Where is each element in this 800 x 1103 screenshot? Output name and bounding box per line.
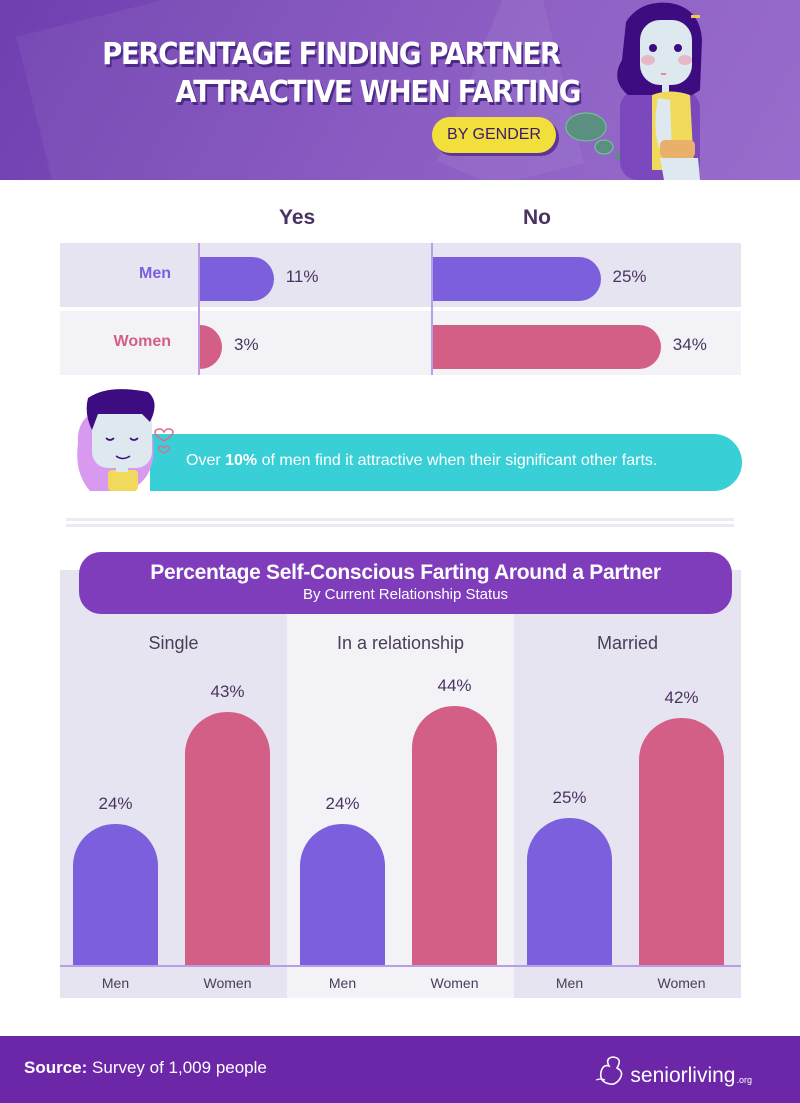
by-gender-badge: BY GENDER bbox=[432, 117, 556, 153]
column-header-yes: Yes bbox=[279, 206, 316, 229]
footer: Source: Survey of 1,009 people seniorliv… bbox=[0, 1036, 800, 1103]
title-line-2: ATTRACTIVE WHEN FARTING bbox=[175, 75, 581, 110]
value-label-women-0: 43% bbox=[210, 682, 245, 702]
x-label-men-1: Men bbox=[328, 975, 357, 991]
bar-men-1 bbox=[300, 823, 385, 965]
callout-text: Over 10% of men find it attractive when … bbox=[186, 452, 657, 470]
source-label: Source: bbox=[24, 1058, 88, 1077]
value-label-women-2: 42% bbox=[664, 688, 699, 708]
chart-title: Percentage Self-Conscious Farting Around… bbox=[150, 561, 661, 584]
divider bbox=[66, 518, 734, 521]
header-banner: PERCENTAGE FINDING PARTNER ATTRACTIVE WH… bbox=[0, 0, 800, 180]
logo-text: seniorliving bbox=[630, 1064, 736, 1087]
page-title: PERCENTAGE FINDING PARTNER ATTRACTIVE WH… bbox=[65, 36, 581, 112]
x-label-women-0: Women bbox=[203, 975, 252, 991]
chart-title-box: Percentage Self-Conscious Farting Around… bbox=[79, 552, 732, 614]
callout-prefix: Over bbox=[186, 452, 226, 469]
value-yes-men: 11% bbox=[285, 267, 319, 286]
bar-no-women bbox=[433, 325, 661, 369]
bar-women-1 bbox=[412, 706, 497, 965]
row-women: Women 3% 34% bbox=[60, 311, 741, 375]
title-line-1: PERCENTAGE FINDING PARTNER bbox=[102, 37, 561, 72]
chart-baseline bbox=[60, 965, 741, 967]
group-label-married: Married bbox=[596, 633, 658, 653]
logo-tld: .org bbox=[736, 1075, 752, 1085]
callout-suffix: of men find it attractive when their sig… bbox=[257, 452, 658, 469]
group-label-single: Single bbox=[148, 633, 199, 653]
value-label-men-2: 25% bbox=[552, 788, 587, 807]
bar-women-2 bbox=[639, 718, 724, 965]
man-illustration-icon bbox=[77, 389, 174, 491]
source-note: Source: Survey of 1,009 people bbox=[24, 1058, 267, 1078]
callout-highlight: 10% bbox=[225, 452, 258, 469]
value-label-men-0: 24% bbox=[98, 793, 133, 813]
butterfly-logo-icon bbox=[596, 1056, 623, 1085]
group-label-relationship: In a relationship bbox=[336, 633, 465, 653]
seniorliving-logo[interactable]: seniorliving .org bbox=[593, 1054, 752, 1088]
chart-subtitle: By Current Relationship Status bbox=[302, 586, 509, 603]
x-label-women-2: Women bbox=[657, 975, 706, 991]
row-men: Men 11% 25% bbox=[60, 243, 741, 307]
x-label-men-0: Men bbox=[101, 975, 130, 991]
heart-icon bbox=[154, 428, 174, 454]
bar-men-0 bbox=[73, 823, 158, 965]
row-label-men: Men bbox=[139, 265, 171, 282]
bar-women-0 bbox=[185, 712, 270, 965]
value-no-women: 34% bbox=[672, 335, 707, 354]
fart-cloud-icon bbox=[565, 112, 627, 160]
x-label-women-1: Women bbox=[430, 975, 479, 991]
value-label-women-1: 44% bbox=[437, 676, 472, 696]
value-yes-women: 3% bbox=[234, 335, 259, 354]
source-text: Survey of 1,009 people bbox=[87, 1058, 267, 1077]
value-label-men-1: 24% bbox=[325, 793, 360, 813]
bar-men-2 bbox=[527, 818, 612, 965]
callout-banner bbox=[150, 434, 742, 491]
column-header-no: No bbox=[523, 206, 551, 229]
bar-yes-women bbox=[200, 325, 222, 369]
axis-line-no bbox=[431, 243, 433, 375]
x-label-men-2: Men bbox=[555, 975, 584, 991]
axis-line-yes bbox=[198, 243, 200, 375]
value-no-men: 25% bbox=[612, 267, 647, 286]
bar-no-men bbox=[433, 257, 601, 301]
woman-illustration-icon bbox=[565, 2, 702, 180]
divider bbox=[66, 524, 734, 527]
bar-yes-men bbox=[200, 257, 274, 301]
row-label-women: Women bbox=[113, 333, 171, 350]
